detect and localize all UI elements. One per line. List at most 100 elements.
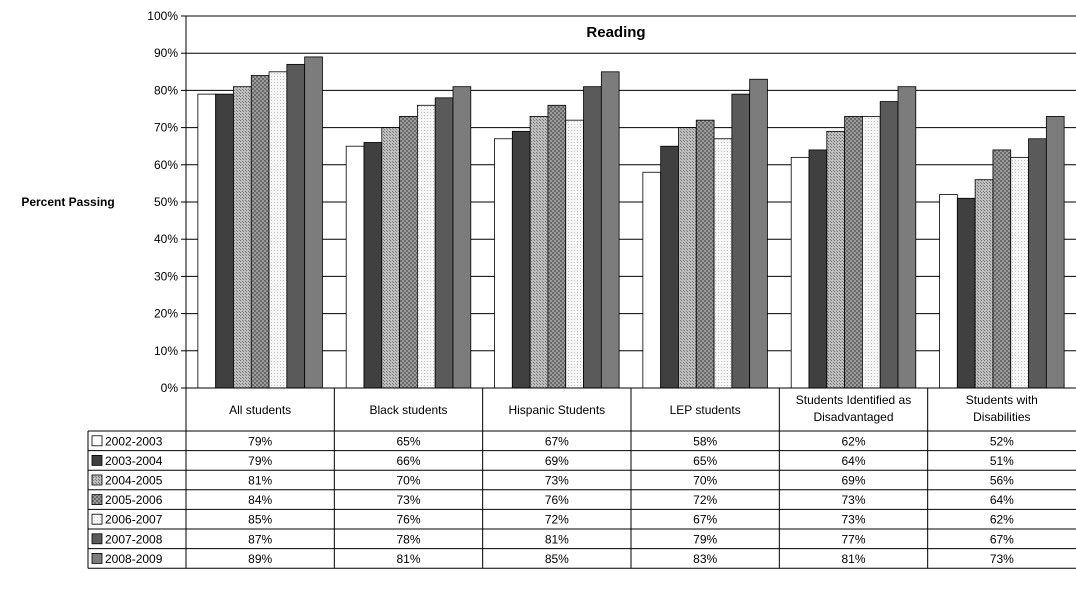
gridlines: [186, 15, 1076, 389]
legend-label: 2007-2008: [105, 532, 163, 546]
data-label: 81%: [396, 552, 420, 566]
bar: [250, 75, 270, 389]
bar: [547, 104, 567, 389]
category-label: Students Identified as Disadvantaged: [796, 393, 911, 424]
bar: [600, 71, 620, 389]
bar: [345, 145, 365, 389]
y-tick-label: 20%: [154, 307, 178, 321]
bar: [808, 149, 828, 389]
data-label: 67%: [693, 513, 717, 527]
data-label: 76%: [396, 513, 420, 527]
category-label: All students: [229, 403, 291, 417]
bar: [939, 194, 958, 389]
legend-swatch: [91, 435, 103, 447]
data-label: 70%: [693, 474, 717, 488]
bar: [897, 86, 917, 389]
data-label: 52%: [990, 434, 1014, 448]
data-label: 73%: [396, 493, 420, 507]
data-label: 58%: [693, 434, 717, 448]
y-tick-label: 80%: [154, 83, 178, 97]
bar: [268, 71, 288, 389]
data-label: 79%: [248, 434, 272, 448]
bar: [233, 86, 252, 389]
data-label: 51%: [990, 454, 1014, 468]
bar: [215, 93, 234, 389]
data-label: 67%: [545, 434, 569, 448]
bar: [879, 101, 899, 389]
legend-label: 2005-2006: [105, 493, 163, 507]
bar: [731, 93, 751, 389]
bar: [416, 104, 436, 389]
bar: [197, 93, 217, 389]
data-label: 65%: [396, 434, 420, 448]
data-label: 79%: [248, 454, 272, 468]
y-tick-label: 10%: [154, 344, 178, 358]
y-axis: 0% 10% 20% 30% 40% 50% 60% 70% 80% 90% 100%: [147, 9, 187, 395]
data-label: 64%: [841, 454, 865, 468]
bar: [529, 116, 549, 389]
y-tick-label: 90%: [154, 46, 178, 60]
legend-swatch: [91, 454, 103, 466]
legend-label: 2006-2007: [105, 513, 163, 527]
bar: [862, 116, 881, 389]
data-label: 83%: [693, 552, 717, 566]
legend-label: 2008-2009: [105, 552, 163, 566]
y-tick-label: 40%: [154, 232, 178, 246]
legend-swatch: [91, 474, 103, 486]
data-label: 81%: [248, 474, 272, 488]
category-label: Students with Disabilities: [966, 393, 1038, 424]
data-label: 73%: [990, 552, 1014, 566]
bar: [494, 138, 513, 389]
legend-label: 2002-2003: [105, 434, 163, 448]
bar: [956, 197, 976, 389]
data-label: 66%: [396, 454, 420, 468]
bar: [565, 119, 584, 389]
data-label: 77%: [841, 532, 865, 546]
bar: [974, 179, 994, 389]
bar: [695, 119, 715, 389]
y-tick-label: 50%: [154, 195, 178, 209]
bar: [713, 138, 733, 389]
bar: [826, 130, 845, 389]
data-label: 89%: [248, 552, 272, 566]
bar: [1045, 116, 1065, 389]
bar: [363, 142, 383, 389]
legend-swatch: [91, 553, 103, 564]
data-label: 69%: [841, 474, 865, 488]
legend-swatch: [91, 533, 103, 545]
data-table: All students Black students Hispanic Stude…: [87, 387, 1076, 569]
data-label: 72%: [545, 513, 569, 527]
data-label: 62%: [990, 513, 1014, 527]
bar: [790, 156, 810, 389]
data-label: 81%: [545, 532, 569, 546]
legend-label: 2003-2004: [105, 454, 163, 468]
data-label: 73%: [841, 513, 865, 527]
category-label: Hispanic Students: [508, 403, 605, 417]
data-label: 78%: [396, 532, 420, 546]
y-tick-label: 60%: [154, 158, 178, 172]
bar: [286, 63, 306, 389]
y-tick-label: 70%: [154, 121, 178, 135]
data-label: 69%: [545, 454, 569, 468]
bar: [583, 86, 602, 389]
y-tick-label: 30%: [154, 269, 178, 283]
bar: [511, 130, 531, 389]
bars: [197, 56, 1065, 389]
data-label: 85%: [545, 552, 569, 566]
y-tick-label: 100%: [147, 9, 178, 23]
bar: [992, 149, 1012, 389]
legend-swatch: [91, 513, 103, 525]
data-label: 85%: [248, 513, 272, 527]
bar: [452, 86, 472, 389]
category-label: Black students: [369, 403, 447, 417]
chart-title: Reading: [586, 24, 645, 41]
y-tick-label: 0%: [161, 381, 179, 395]
bar: [304, 56, 323, 389]
data-label: 87%: [248, 532, 272, 546]
y-axis-label: Percent Passing: [21, 195, 114, 209]
category-label: LEP students: [670, 403, 741, 417]
data-label: 73%: [841, 493, 865, 507]
data-label: 84%: [248, 493, 272, 507]
data-label: 65%: [693, 454, 717, 468]
